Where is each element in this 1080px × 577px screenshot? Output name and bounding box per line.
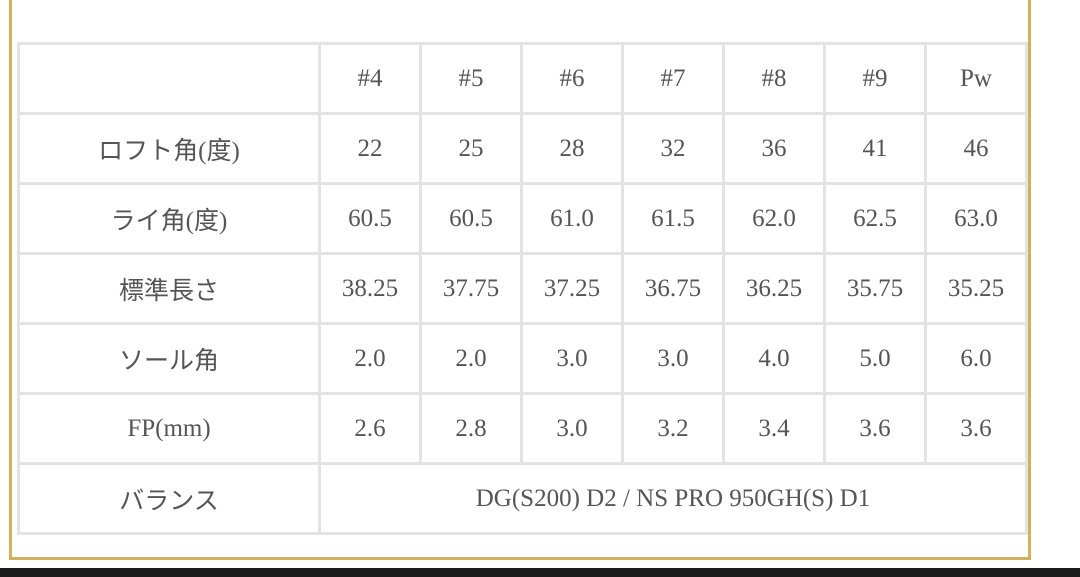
table-cell: 36.75 — [621, 252, 725, 325]
table-cell: 63.0 — [924, 182, 1028, 255]
gold-frame — [9, 0, 1031, 560]
table-cell: 3.0 — [520, 322, 624, 395]
column-header: #9 — [823, 42, 927, 115]
table-cell: 37.25 — [520, 252, 624, 325]
table-cell: 35.75 — [823, 252, 927, 325]
table-row: FP(mm) 2.6 2.8 3.0 3.2 3.4 3.6 3.6 — [17, 392, 1028, 465]
bottom-bar — [0, 568, 1080, 577]
table-cell: 36 — [722, 112, 826, 185]
row-label: バランス — [17, 462, 321, 535]
corner-cell — [17, 42, 321, 115]
table-cell: 41 — [823, 112, 927, 185]
table-cell: 37.75 — [419, 252, 523, 325]
row-label: ライ角(度) — [17, 182, 321, 255]
table-row: ライ角(度) 60.5 60.5 61.0 61.5 62.0 62.5 63.0 — [17, 182, 1028, 255]
table-cell: 62.5 — [823, 182, 927, 255]
table-cell: 2.6 — [318, 392, 422, 465]
row-label: 標準長さ — [17, 252, 321, 325]
table-cell: 35.25 — [924, 252, 1028, 325]
table-cell: 32 — [621, 112, 725, 185]
table-cell: 61.0 — [520, 182, 624, 255]
table-cell: 60.5 — [318, 182, 422, 255]
table-cell: 4.0 — [722, 322, 826, 395]
table-cell: 2.0 — [318, 322, 422, 395]
table-cell: 3.6 — [924, 392, 1028, 465]
table-row: 標準長さ 38.25 37.75 37.25 36.75 36.25 35.75 35.25 — [17, 252, 1028, 325]
table-cell: 3.2 — [621, 392, 725, 465]
balance-value: DG(S200) D2 / NS PRO 950GH(S) D1 — [318, 462, 1028, 535]
table-cell: 28 — [520, 112, 624, 185]
table-cell: 2.8 — [419, 392, 523, 465]
table-cell: 62.0 — [722, 182, 826, 255]
table-cell: 60.5 — [419, 182, 523, 255]
column-header: #5 — [419, 42, 523, 115]
table-cell: 22 — [318, 112, 422, 185]
table-cell: 3.6 — [823, 392, 927, 465]
balance-row: バランス DG(S200) D2 / NS PRO 950GH(S) D1 — [17, 462, 1028, 535]
table-cell: 3.4 — [722, 392, 826, 465]
table-cell: 36.25 — [722, 252, 826, 325]
row-label: ソール角 — [17, 322, 321, 395]
table-row: ソール角 2.0 2.0 3.0 3.0 4.0 5.0 6.0 — [17, 322, 1028, 395]
table-cell: 5.0 — [823, 322, 927, 395]
column-header: #7 — [621, 42, 725, 115]
row-label: FP(mm) — [17, 392, 321, 465]
table-cell: 25 — [419, 112, 523, 185]
column-header: #6 — [520, 42, 624, 115]
row-label: ロフト角(度) — [17, 112, 321, 185]
column-header: Pw — [924, 42, 1028, 115]
table-row: ロフト角(度) 22 25 28 32 36 41 46 — [17, 112, 1028, 185]
table-cell: 61.5 — [621, 182, 725, 255]
header-row: #4 #5 #6 #7 #8 #9 Pw — [17, 42, 1028, 115]
table-cell: 46 — [924, 112, 1028, 185]
column-header: #4 — [318, 42, 422, 115]
table-cell: 38.25 — [318, 252, 422, 325]
table-cell: 2.0 — [419, 322, 523, 395]
column-header: #8 — [722, 42, 826, 115]
table-cell: 3.0 — [520, 392, 624, 465]
table-cell: 3.0 — [621, 322, 725, 395]
table-cell: 6.0 — [924, 322, 1028, 395]
spec-table: #4 #5 #6 #7 #8 #9 Pw ロフト角(度) 22 25 28 32 36 41 46 ライ角(… — [17, 42, 1028, 535]
